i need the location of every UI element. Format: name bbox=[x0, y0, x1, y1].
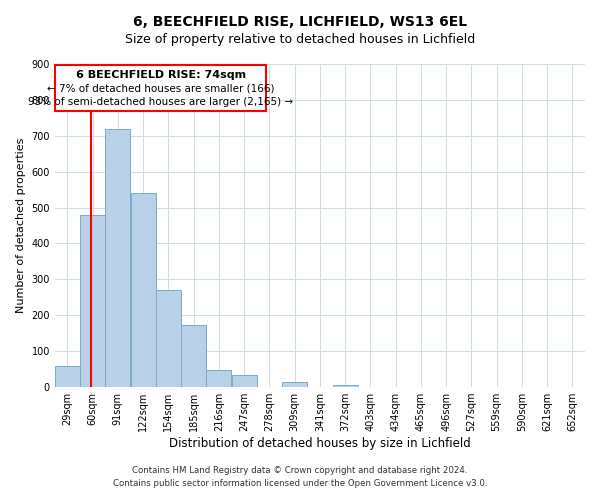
Text: Size of property relative to detached houses in Lichfield: Size of property relative to detached ho… bbox=[125, 32, 475, 46]
Bar bbox=[282, 382, 307, 387]
Bar bbox=[106, 130, 130, 387]
Text: Contains HM Land Registry data © Crown copyright and database right 2024.
Contai: Contains HM Land Registry data © Crown c… bbox=[113, 466, 487, 487]
Text: 6, BEECHFIELD RISE, LICHFIELD, WS13 6EL: 6, BEECHFIELD RISE, LICHFIELD, WS13 6EL bbox=[133, 15, 467, 29]
Bar bbox=[80, 215, 105, 387]
Y-axis label: Number of detached properties: Number of detached properties bbox=[16, 138, 26, 313]
Bar bbox=[206, 370, 231, 387]
Text: ← 7% of detached houses are smaller (166): ← 7% of detached houses are smaller (166… bbox=[47, 84, 274, 94]
Bar bbox=[332, 384, 358, 387]
Bar bbox=[131, 193, 155, 387]
Text: 93% of semi-detached houses are larger (2,165) →: 93% of semi-detached houses are larger (… bbox=[28, 98, 293, 108]
Bar bbox=[181, 326, 206, 387]
X-axis label: Distribution of detached houses by size in Lichfield: Distribution of detached houses by size … bbox=[169, 437, 471, 450]
Text: 6 BEECHFIELD RISE: 74sqm: 6 BEECHFIELD RISE: 74sqm bbox=[76, 70, 245, 80]
Bar bbox=[55, 64, 266, 110]
Bar bbox=[55, 366, 80, 387]
Bar bbox=[156, 290, 181, 387]
Bar bbox=[232, 375, 257, 387]
